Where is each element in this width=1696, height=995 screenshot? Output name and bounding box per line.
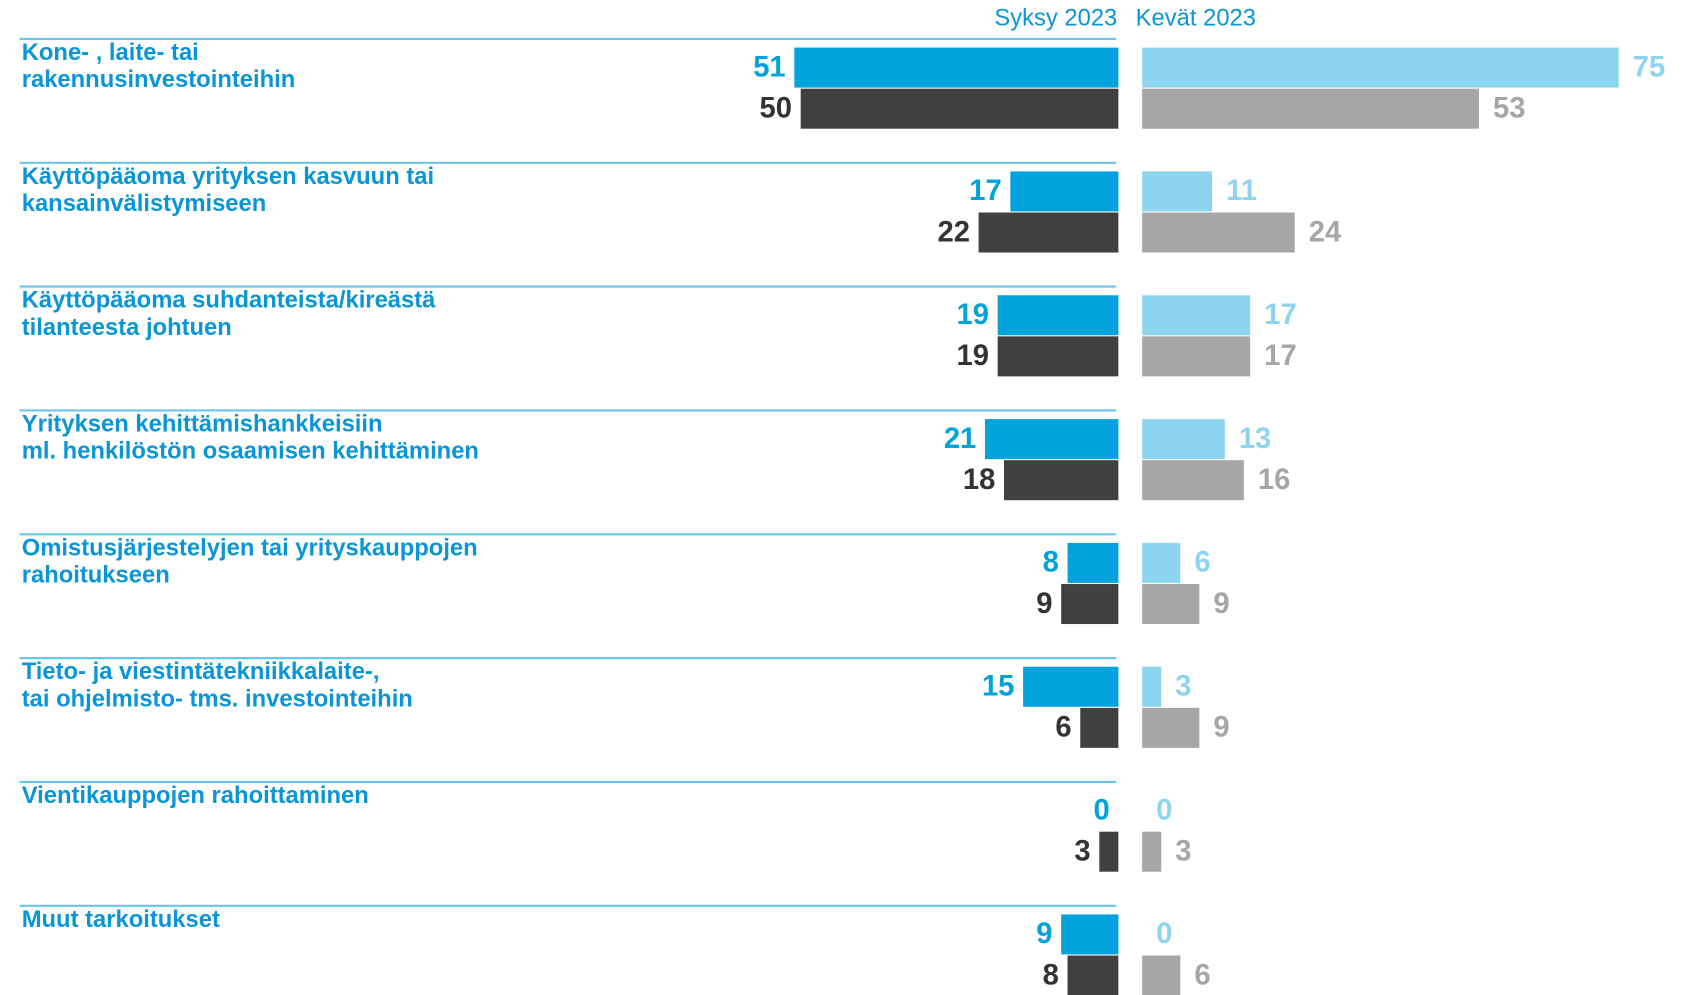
category-label: Vientikauppojen rahoittaminen	[22, 782, 369, 809]
panel-title: Kevät 2023	[1136, 5, 1256, 32]
value-label: 51	[753, 51, 785, 83]
bar	[1142, 666, 1162, 707]
category-label-line: Muut tarkoitukset	[22, 906, 220, 933]
value-label: 17	[1264, 340, 1296, 372]
value-label: 11	[1226, 175, 1257, 207]
value-label: 13	[1239, 423, 1271, 455]
bar	[1142, 584, 1200, 625]
value-label: 8	[1043, 959, 1059, 991]
value-label: 3	[1175, 835, 1191, 867]
bar	[1142, 336, 1251, 377]
bar	[997, 295, 1119, 336]
value-label: 19	[957, 299, 989, 331]
value-label: 3	[1175, 671, 1191, 703]
value-label: 21	[944, 423, 976, 455]
value-label: 19	[957, 340, 989, 372]
bar	[1061, 914, 1119, 955]
category-label-line: Yrityksen kehittämishankkeisiin	[22, 411, 383, 438]
category-label-line: tai ohjelmisto- tms. investointeihin	[22, 686, 413, 713]
value-label: 8	[1043, 547, 1059, 579]
category-label: Yrityksen kehittämishankkeisiin ml. henki…	[22, 411, 479, 465]
category-label: Tieto- ja viestintätekniikkalaite-, tai o…	[22, 659, 413, 713]
category-label-line: Kone- , laite- tai	[22, 39, 199, 66]
bar	[1142, 295, 1251, 336]
bar	[1142, 460, 1244, 501]
value-label: 6	[1055, 712, 1071, 744]
bar	[1142, 419, 1225, 460]
bar	[997, 336, 1119, 377]
category-label-line: tilanteesta johtuen	[22, 314, 232, 341]
bar	[800, 88, 1119, 129]
category-label: Käyttöpääoma suhdanteista/kireästä tilant…	[22, 287, 436, 341]
bar	[794, 47, 1119, 88]
category-label-line: rakennusinvestointeihin	[22, 66, 296, 93]
category-label-line: Käyttöpääoma suhdanteista/kireästä	[22, 287, 436, 314]
value-label: 0	[1156, 918, 1172, 950]
value-label: 0	[1156, 794, 1172, 826]
bar	[1099, 831, 1119, 872]
bar	[1023, 666, 1119, 707]
bar	[1067, 955, 1119, 995]
category-label-line: kansainvälistymiseen	[22, 190, 267, 217]
value-label: 16	[1258, 464, 1290, 496]
category-label-line: rahoitukseen	[22, 562, 170, 589]
bar	[1142, 212, 1295, 253]
bar	[1142, 88, 1479, 129]
category-label-line: ml. henkilöstön osaamisen kehittäminen	[22, 438, 479, 465]
bar	[1142, 542, 1181, 583]
category-label: Käyttöpääoma yrityksen kasvuun tai kansai…	[22, 163, 434, 217]
bar	[1061, 584, 1119, 625]
value-label: 9	[1036, 588, 1052, 620]
bar	[1010, 171, 1119, 212]
bar	[978, 212, 1119, 253]
category-label-line: Omistusjärjestelyjen tai yrityskauppojen	[22, 535, 478, 562]
panel-title: Syksy 2023	[994, 5, 1117, 32]
value-label: 9	[1213, 588, 1229, 620]
value-label: 9	[1213, 712, 1229, 744]
category-label-line: Vientikauppojen rahoittaminen	[22, 782, 369, 809]
bar	[1142, 707, 1200, 748]
bar	[1142, 171, 1213, 212]
category-label: Kone- , laite- tai rakennusinvestointeihi…	[22, 39, 296, 93]
category-label: Omistusjärjestelyjen tai yrityskauppojen…	[22, 535, 478, 589]
value-label: 6	[1194, 959, 1210, 991]
category-label-line: Tieto- ja viestintätekniikkalaite-,	[22, 659, 380, 686]
value-label: 24	[1309, 216, 1342, 248]
category-label: Muut tarkoitukset	[22, 906, 220, 933]
bar	[1142, 47, 1619, 88]
bar	[984, 419, 1119, 460]
value-label: 0	[1093, 794, 1109, 826]
value-label: 9	[1036, 918, 1052, 950]
value-label: 18	[963, 464, 995, 496]
value-label: 17	[1264, 299, 1296, 331]
value-label: 53	[1493, 92, 1525, 124]
value-label: 6	[1194, 547, 1210, 579]
bar	[1142, 955, 1181, 995]
value-label: 15	[982, 671, 1014, 703]
bar	[1142, 831, 1162, 872]
value-label: 17	[969, 175, 1001, 207]
bar	[1004, 460, 1119, 501]
category-label-line: Käyttöpääoma yrityksen kasvuun tai	[22, 163, 434, 190]
value-label: 50	[760, 92, 792, 124]
value-label: 75	[1633, 51, 1665, 83]
value-label: 22	[937, 216, 969, 248]
bar	[1080, 707, 1119, 748]
bar	[1067, 542, 1119, 583]
value-label: 3	[1074, 835, 1090, 867]
